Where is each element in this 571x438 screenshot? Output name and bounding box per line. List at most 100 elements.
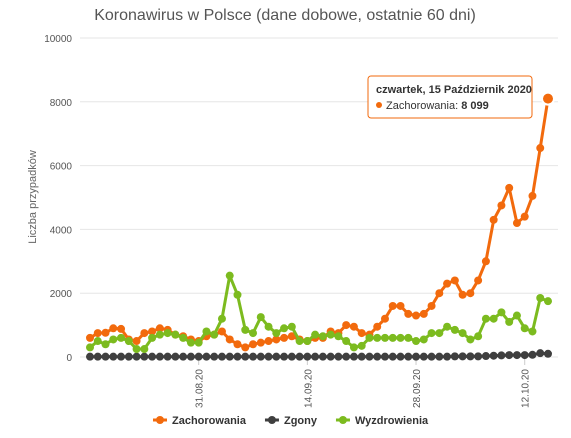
data-point[interactable] <box>318 352 327 361</box>
data-point[interactable] <box>287 322 296 331</box>
data-point[interactable] <box>171 352 180 361</box>
data-point[interactable] <box>373 322 382 331</box>
data-point[interactable] <box>202 352 211 361</box>
data-point[interactable] <box>388 352 397 361</box>
hovered-point[interactable] <box>541 91 555 106</box>
data-point[interactable] <box>349 352 358 361</box>
data-point[interactable] <box>194 338 203 347</box>
data-point[interactable] <box>311 330 320 339</box>
data-point[interactable] <box>109 324 118 333</box>
data-point[interactable] <box>264 337 273 346</box>
data-point[interactable] <box>225 352 234 361</box>
data-point[interactable] <box>217 327 226 336</box>
data-point[interactable] <box>396 301 405 310</box>
data-point[interactable] <box>474 352 483 361</box>
data-point[interactable] <box>101 352 110 361</box>
data-point[interactable] <box>481 314 490 323</box>
data-point[interactable] <box>272 335 281 344</box>
data-point[interactable] <box>466 335 475 344</box>
data-point[interactable] <box>148 327 157 336</box>
data-point[interactable] <box>450 352 459 361</box>
data-point[interactable] <box>295 337 304 346</box>
data-point[interactable] <box>311 352 320 361</box>
data-point[interactable] <box>117 324 126 333</box>
data-point[interactable] <box>512 219 521 228</box>
data-point[interactable] <box>326 352 335 361</box>
data-point[interactable] <box>380 352 389 361</box>
data-point[interactable] <box>132 352 141 361</box>
data-point[interactable] <box>241 352 250 361</box>
data-point[interactable] <box>427 352 436 361</box>
data-point[interactable] <box>272 329 281 338</box>
data-point[interactable] <box>419 309 428 318</box>
data-point[interactable] <box>365 352 374 361</box>
data-point[interactable] <box>256 352 265 361</box>
data-point[interactable] <box>342 337 351 346</box>
data-point[interactable] <box>272 352 281 361</box>
data-point[interactable] <box>481 257 490 266</box>
data-point[interactable] <box>396 333 405 342</box>
data-point[interactable] <box>450 276 459 285</box>
data-point[interactable] <box>186 352 195 361</box>
data-point[interactable] <box>388 301 397 310</box>
data-point[interactable] <box>117 333 126 342</box>
data-point[interactable] <box>443 279 452 288</box>
legend-item-zachorowania[interactable]: Zachorowania <box>153 415 247 427</box>
data-point[interactable] <box>194 352 203 361</box>
data-point[interactable] <box>419 352 428 361</box>
data-point[interactable] <box>132 337 141 346</box>
data-point[interactable] <box>412 337 421 346</box>
data-point[interactable] <box>388 333 397 342</box>
data-point[interactable] <box>512 311 521 320</box>
data-point[interactable] <box>225 271 234 280</box>
data-point[interactable] <box>481 352 490 361</box>
data-point[interactable] <box>528 350 537 359</box>
data-point[interactable] <box>249 352 258 361</box>
data-point[interactable] <box>450 325 459 334</box>
data-point[interactable] <box>520 212 529 221</box>
data-point[interactable] <box>536 349 545 358</box>
data-point[interactable] <box>489 215 498 224</box>
data-point[interactable] <box>86 333 94 342</box>
data-point[interactable] <box>544 349 552 358</box>
data-point[interactable] <box>466 289 475 298</box>
data-point[interactable] <box>458 290 467 299</box>
data-point[interactable] <box>93 352 102 361</box>
data-point[interactable] <box>349 343 358 352</box>
data-point[interactable] <box>326 330 335 339</box>
data-point[interactable] <box>512 351 521 360</box>
data-point[interactable] <box>225 335 234 344</box>
data-point[interactable] <box>101 328 110 337</box>
data-point[interactable] <box>264 322 273 331</box>
data-point[interactable] <box>404 309 413 318</box>
data-point[interactable] <box>256 313 265 322</box>
data-point[interactable] <box>155 324 164 333</box>
data-point[interactable] <box>210 352 219 361</box>
data-point[interactable] <box>148 333 157 342</box>
data-point[interactable] <box>249 329 258 338</box>
data-point[interactable] <box>357 329 366 338</box>
data-point[interactable] <box>357 352 366 361</box>
data-point[interactable] <box>280 352 289 361</box>
data-point[interactable] <box>202 327 211 336</box>
data-point[interactable] <box>109 352 118 361</box>
data-point[interactable] <box>458 352 467 361</box>
data-point[interactable] <box>124 352 133 361</box>
data-point[interactable] <box>280 333 289 342</box>
data-point[interactable] <box>280 324 289 333</box>
data-point[interactable] <box>140 329 149 338</box>
data-point[interactable] <box>474 276 483 285</box>
data-point[interactable] <box>233 352 242 361</box>
data-point[interactable] <box>155 330 164 339</box>
data-point[interactable] <box>249 340 258 349</box>
data-point[interactable] <box>241 325 250 334</box>
data-point[interactable] <box>536 293 545 302</box>
data-point[interactable] <box>497 201 506 210</box>
data-point[interactable] <box>155 352 164 361</box>
data-point[interactable] <box>342 321 351 330</box>
data-point[interactable] <box>435 352 444 361</box>
data-point[interactable] <box>373 333 382 342</box>
data-point[interactable] <box>295 352 304 361</box>
data-point[interactable] <box>303 337 312 346</box>
data-point[interactable] <box>256 338 265 347</box>
